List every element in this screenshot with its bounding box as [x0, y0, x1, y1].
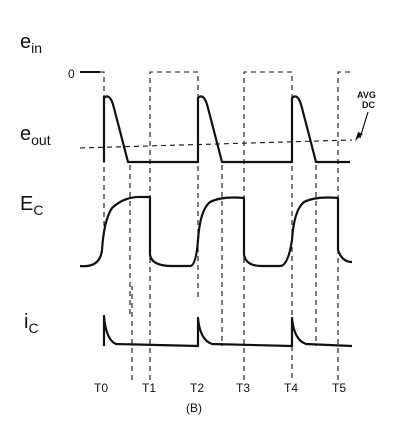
zero-label: 0	[68, 67, 75, 81]
time-marker-t4: T4	[284, 381, 298, 395]
time-marker-t3: T3	[236, 381, 250, 395]
time-marker-t5: T5	[332, 381, 346, 395]
avg-label: AVG	[357, 90, 376, 100]
time-marker-t1: T1	[142, 381, 156, 395]
dc-label: DC	[362, 100, 375, 110]
avg-dc-line	[79, 139, 353, 149]
avg-dc-arrowhead	[355, 132, 363, 141]
ec-waveform	[79, 195, 353, 268]
ic-label: iC	[24, 311, 39, 336]
time-marker-t2: T2	[190, 381, 204, 395]
time-marker-t0: T0	[94, 381, 108, 395]
ec-label: EC	[20, 193, 43, 218]
ein-label: ein	[20, 31, 42, 56]
figure-caption: (B)	[186, 401, 202, 415]
eout-label: eout	[20, 123, 51, 148]
eout-waveform	[102, 95, 350, 164]
ic-waveform	[102, 314, 353, 348]
timing-guides	[129, 165, 317, 380]
ein-waveform	[100, 71, 352, 380]
